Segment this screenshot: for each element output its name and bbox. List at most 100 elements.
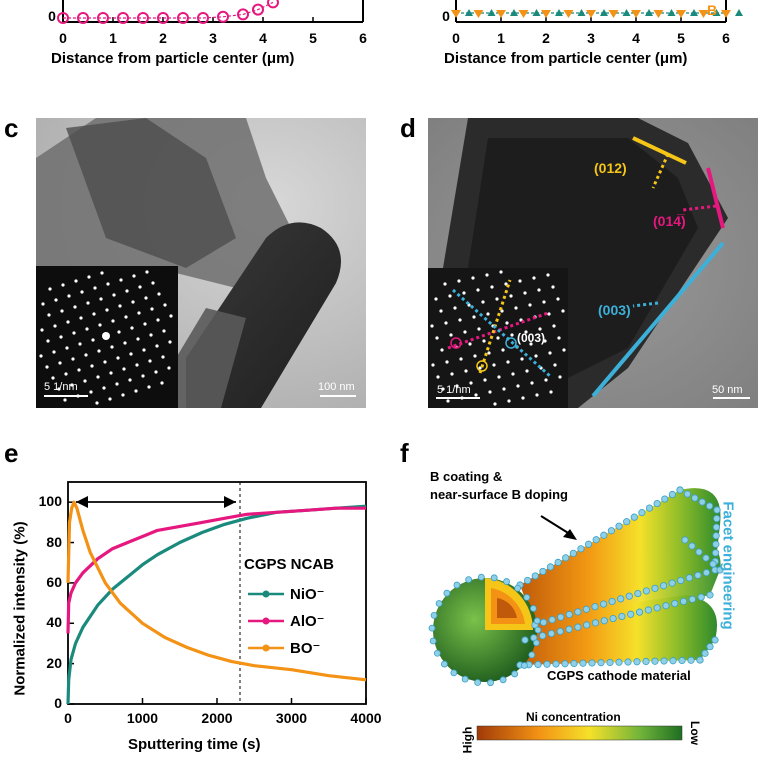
panel-d-diffraction-spot — [446, 399, 450, 403]
panel-e-xtick-label: 4000 — [350, 710, 382, 726]
panel-b-point — [496, 10, 506, 18]
panel-d-diffraction-spot — [558, 375, 562, 379]
panel-d-diffraction-spot — [469, 381, 473, 385]
panel-f-coating-bead — [695, 548, 703, 556]
panel-f-coating-bead — [606, 658, 614, 667]
panel-c-diffraction-spot — [92, 312, 96, 316]
panel-b-xtick-label: 3 — [587, 30, 595, 46]
panel-f-coating-bead — [709, 560, 717, 568]
panel-f-coating-bead — [565, 625, 573, 633]
panel-e-xtick-label: 3000 — [275, 710, 308, 726]
panel-f-coating-bead — [713, 506, 721, 514]
panel-b-point-teal — [577, 9, 586, 16]
panel-f-coating-bead — [592, 536, 600, 544]
panel-f-coating-bead — [597, 659, 605, 667]
panel-c-diffraction-spot — [99, 297, 103, 301]
panel-f-coating-bead — [617, 595, 625, 603]
panel-c-diffraction-spot — [93, 286, 97, 290]
panel-f-coating-bead — [705, 502, 714, 510]
panel-f-callout-line-1: B coating & — [430, 469, 503, 484]
panel-c-diffraction-spot — [51, 376, 55, 380]
panel-f-coating-bead — [534, 626, 542, 634]
panel-d-diffraction-spot — [520, 357, 524, 361]
panel-f-coating-bead — [561, 660, 569, 668]
panel-e-series-bo — [66, 500, 367, 682]
panel-e-legend-nio: NiO⁻ — [290, 586, 325, 603]
panel-d-diffraction-spot — [499, 270, 503, 274]
panel-f-coating-bead — [530, 605, 537, 612]
panel-f-coating-bead — [625, 592, 633, 600]
panel-b-xtick-label: 4 — [632, 30, 640, 46]
panel-d-diffraction-spot — [483, 378, 487, 382]
panel-a-xtick-label: 6 — [359, 30, 367, 46]
panel-f-coating-bead — [546, 563, 555, 571]
panel-c-diffraction-spot — [111, 319, 115, 323]
panel-d-diffraction-spot — [556, 297, 560, 301]
panel-f-coating-bead — [565, 610, 573, 619]
panel-d-facet-014: (014̅) — [653, 213, 686, 229]
panel-f-coating-bead — [591, 603, 599, 611]
panel-c-diffraction-spot — [63, 398, 67, 402]
panel-f-coating-bead — [702, 569, 711, 577]
panel-c-diffraction-spot — [147, 385, 151, 389]
panel-c-diffraction-spot — [40, 328, 44, 332]
panel-c-diffraction-spot — [39, 354, 43, 358]
panel-f-coating-bead — [630, 513, 638, 521]
panel-c-diffraction-spot — [112, 293, 116, 297]
panel-f-coating-bead — [712, 523, 721, 531]
panel-d-diffraction-spot — [445, 360, 449, 364]
panel-d-diffraction-spot — [514, 306, 518, 310]
panel-f-side-label-wrap: Facet engineering — [713, 487, 737, 647]
panel-e-legend-title: CGPS NCAB — [244, 556, 335, 573]
panel-b-point-teal — [690, 9, 698, 16]
panel-d-diffraction-spot — [458, 318, 462, 322]
panel-f-coating-bead — [552, 660, 560, 668]
panel-e-legend-bo: BO⁻ — [290, 640, 321, 657]
panel-c-diffraction-spot — [80, 290, 84, 294]
panel-a-xtick-label: 2 — [159, 30, 167, 46]
panel-d-diffraction-spot — [553, 363, 557, 367]
panel-f-coating-bead — [554, 558, 562, 566]
panel-f-coating-bead — [711, 549, 720, 557]
panel-a-point — [177, 12, 189, 24]
panel-f-coating-bead — [701, 649, 709, 657]
panel-c-diffraction-spot — [95, 401, 99, 405]
panel-a-point — [217, 10, 229, 23]
panel-d-diffraction-spot — [523, 291, 527, 295]
panel-c-diffraction-spot — [137, 311, 141, 315]
panel-d-diffraction-spot — [490, 285, 494, 289]
panel-c-diffraction-spot — [168, 340, 172, 344]
panel-e-xtick-label: 0 — [64, 710, 72, 726]
panel-c-diffraction-spot — [89, 390, 93, 394]
panel-f-coating-bead — [524, 576, 532, 585]
panel-d-diffraction-spot — [528, 303, 532, 307]
panel-c-diffraction-spot — [123, 341, 127, 345]
panel-f-coating-bead — [633, 658, 641, 666]
panel-c-diffraction-spot — [102, 386, 106, 390]
panel-d-diffraction-spot — [546, 273, 550, 277]
panel-c-diffraction-spot — [61, 283, 65, 287]
panel-a-x-axis-title: Distance from particle center (μm) — [51, 50, 295, 67]
panel-c-diffraction-spot — [58, 361, 62, 365]
panel-c-diffraction-spot — [149, 333, 153, 337]
panel-e-ytick-label: 100 — [38, 493, 62, 510]
panel-d-diffraction-spot — [492, 363, 496, 367]
panel-c-diffraction-spot — [157, 292, 161, 296]
panel-b-point-teal — [622, 9, 631, 16]
panel-d-diffraction-spot — [449, 333, 453, 337]
panel-f-coating-bead — [531, 572, 539, 580]
panel-d-diffraction-spot — [443, 282, 447, 286]
panel-c-diffraction-spot — [78, 342, 82, 346]
panel-d-diffraction-spot — [440, 348, 444, 352]
panel-d-diffraction-spot — [524, 330, 528, 334]
panel-f-coating-bead — [706, 591, 714, 599]
panel-b-xtick-label: 5 — [677, 30, 685, 46]
panel-e-ytick-label: 0 — [54, 695, 62, 711]
panel-f-coating-bead — [556, 627, 564, 636]
panel-c-diffraction-spot — [161, 355, 165, 359]
panel-f-coating-bead — [653, 499, 661, 508]
panel-d-diffraction-spot — [439, 309, 443, 313]
panel-e-ytick-label: 20 — [46, 654, 62, 671]
panel-a-point — [57, 12, 69, 24]
panel-b-xtick-label: 1 — [497, 30, 505, 46]
